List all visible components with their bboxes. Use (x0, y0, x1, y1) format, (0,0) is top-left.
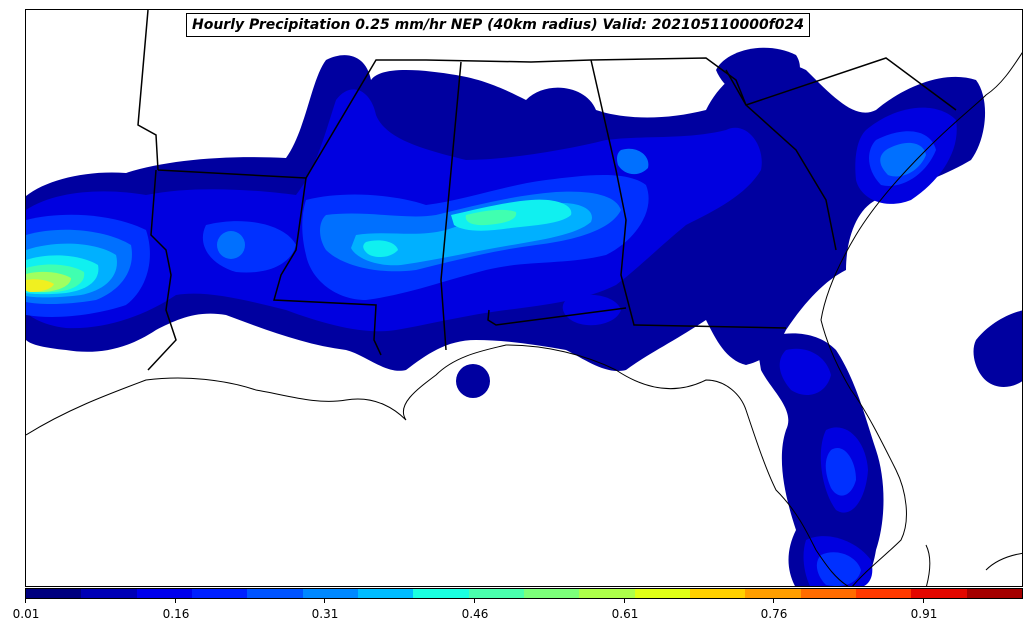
colorbar-segment (191, 589, 248, 598)
colorbar-tick-label: 0.16 (162, 607, 190, 621)
precipitation-map (26, 10, 1022, 586)
precip-level-9 (26, 279, 54, 292)
colorbar-segment (81, 589, 137, 598)
colorbar-tick (773, 599, 774, 603)
state-borders (137, 10, 957, 371)
colorbar-tick (624, 599, 625, 603)
colorbar-tick (25, 599, 26, 603)
colorbar-segment (247, 589, 303, 598)
colorbar-segment (966, 589, 1022, 598)
map-title: Hourly Precipitation 0.25 mm/hr NEP (40k… (186, 13, 811, 37)
colorbar-segment (911, 589, 967, 598)
colorbar-tick-label: 0.61 (611, 607, 639, 621)
colorbar-segment (302, 589, 358, 598)
colorbar-tick (474, 599, 475, 603)
colorbar-tick (324, 599, 325, 603)
colorbar-tick-label: 0.91 (910, 607, 938, 621)
map-panel (25, 9, 1023, 587)
colorbar-tick (175, 599, 176, 603)
colorbar-segment (634, 589, 690, 598)
colorbar-segment (579, 589, 635, 598)
colorbar-segment (468, 589, 524, 598)
colorbar-segment (800, 589, 856, 598)
colorbar-segment (745, 589, 801, 598)
colorbar-tick-label: 0.76 (760, 607, 788, 621)
coastline (26, 52, 1022, 586)
colorbar-tick (923, 599, 924, 603)
colorbar-tick-label: 0.01 (12, 607, 40, 621)
colorbar (25, 588, 1023, 599)
colorbar-segment (855, 589, 912, 598)
colorbar-segment (689, 589, 746, 598)
colorbar-segment (136, 589, 192, 598)
colorbar-tick-label: 0.46 (461, 607, 489, 621)
colorbar-segment (26, 589, 82, 598)
colorbar-tick-label: 0.31 (311, 607, 339, 621)
colorbar-segment (523, 589, 580, 598)
colorbar-segment (413, 589, 469, 598)
colorbar-segment (357, 589, 414, 598)
